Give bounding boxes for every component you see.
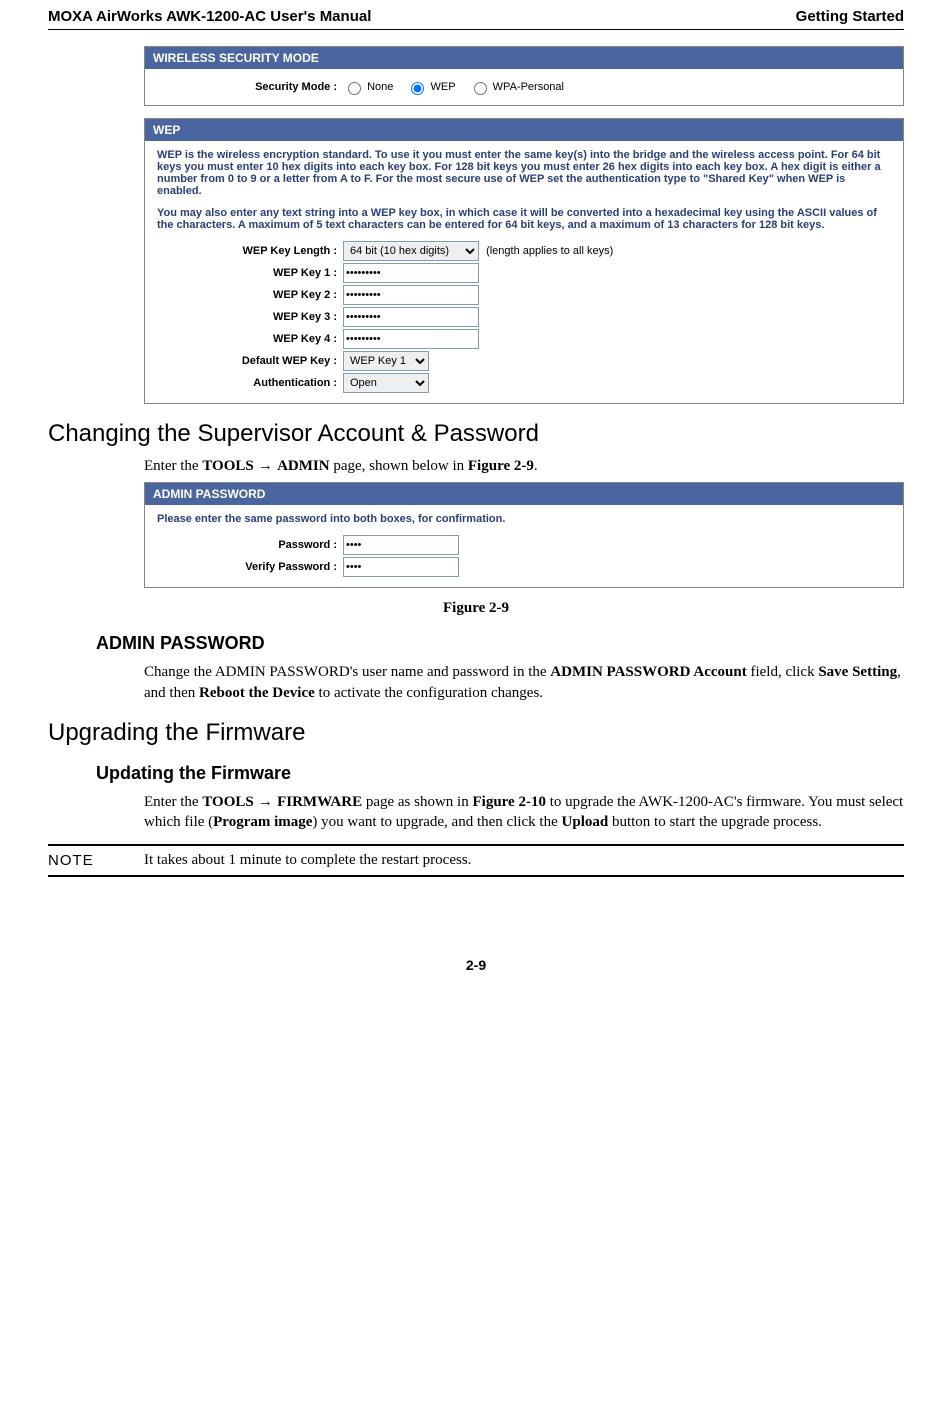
wep-key2-input[interactable] — [343, 285, 479, 305]
default-wep-key-label: Default WEP Key : — [157, 355, 343, 367]
note-text: It takes about 1 minute to complete the … — [144, 852, 904, 869]
admin-password-panel: ADMIN PASSWORD Please enter the same pas… — [144, 482, 904, 588]
subsection-updating-firmware: Updating the Firmware — [96, 763, 904, 784]
wep-para1: WEP is the wireless encryption standard.… — [157, 149, 891, 197]
admin-password-intro: Please enter the same password into both… — [157, 513, 891, 525]
wep-para2: You may also enter any text string into … — [157, 207, 891, 231]
body-text: Change the ADMIN PASSWORD's user name an… — [144, 662, 904, 703]
wep-key4-input[interactable] — [343, 329, 479, 349]
password-label: Password : — [157, 539, 343, 551]
panel-header: WEP — [145, 119, 903, 141]
wep-key3-label: WEP Key 3 : — [157, 311, 343, 323]
authentication-select[interactable]: Open — [343, 373, 429, 393]
wep-key1-input[interactable] — [343, 263, 479, 283]
panel-header: WIRELESS SECURITY MODE — [145, 47, 903, 69]
radio-none[interactable] — [348, 82, 361, 95]
wep-key3-input[interactable] — [343, 307, 479, 327]
verify-password-label: Verify Password : — [157, 561, 343, 573]
page-number: 2-9 — [48, 957, 904, 973]
note-block: NOTE It takes about 1 minute to complete… — [48, 844, 904, 877]
radio-wpa[interactable] — [474, 82, 487, 95]
authentication-label: Authentication : — [157, 377, 343, 389]
body-text: Enter the TOOLS → ADMIN page, shown belo… — [144, 456, 904, 476]
wep-key2-label: WEP Key 2 : — [157, 289, 343, 301]
wep-panel: WEP WEP is the wireless encryption stand… — [144, 118, 904, 404]
radio-wep-label[interactable]: WEP — [406, 81, 455, 93]
verify-password-input[interactable] — [343, 557, 459, 577]
password-input[interactable] — [343, 535, 459, 555]
default-wep-key-select[interactable]: WEP Key 1 — [343, 351, 429, 371]
section-heading-supervisor: Changing the Supervisor Account & Passwo… — [48, 420, 904, 448]
wep-key-length-select[interactable]: 64 bit (10 hex digits) — [343, 241, 479, 261]
panel-header: ADMIN PASSWORD — [145, 483, 903, 505]
doc-header: MOXA AirWorks AWK-1200-AC User's Manual … — [48, 0, 904, 30]
header-left: MOXA AirWorks AWK-1200-AC User's Manual — [48, 8, 371, 25]
radio-wep[interactable] — [411, 82, 424, 95]
wep-key1-label: WEP Key 1 : — [157, 267, 343, 279]
wep-key-length-label: WEP Key Length : — [157, 245, 343, 257]
security-mode-label: Security Mode : — [157, 81, 343, 93]
wep-key4-label: WEP Key 4 : — [157, 333, 343, 345]
subsection-admin-password: ADMIN PASSWORD — [96, 633, 904, 654]
body-text: Enter the TOOLS → FIRMWARE page as shown… — [144, 792, 904, 833]
section-heading-upgrading: Upgrading the Firmware — [48, 719, 904, 747]
radio-wpa-label[interactable]: WPA-Personal — [469, 81, 564, 93]
figure-caption: Figure 2-9 — [48, 600, 904, 617]
wep-key-length-helper: (length applies to all keys) — [486, 245, 613, 257]
radio-none-label[interactable]: None — [343, 81, 393, 93]
wireless-security-mode-panel: WIRELESS SECURITY MODE Security Mode : N… — [144, 46, 904, 106]
header-right: Getting Started — [796, 8, 904, 25]
note-label: NOTE — [48, 852, 144, 869]
